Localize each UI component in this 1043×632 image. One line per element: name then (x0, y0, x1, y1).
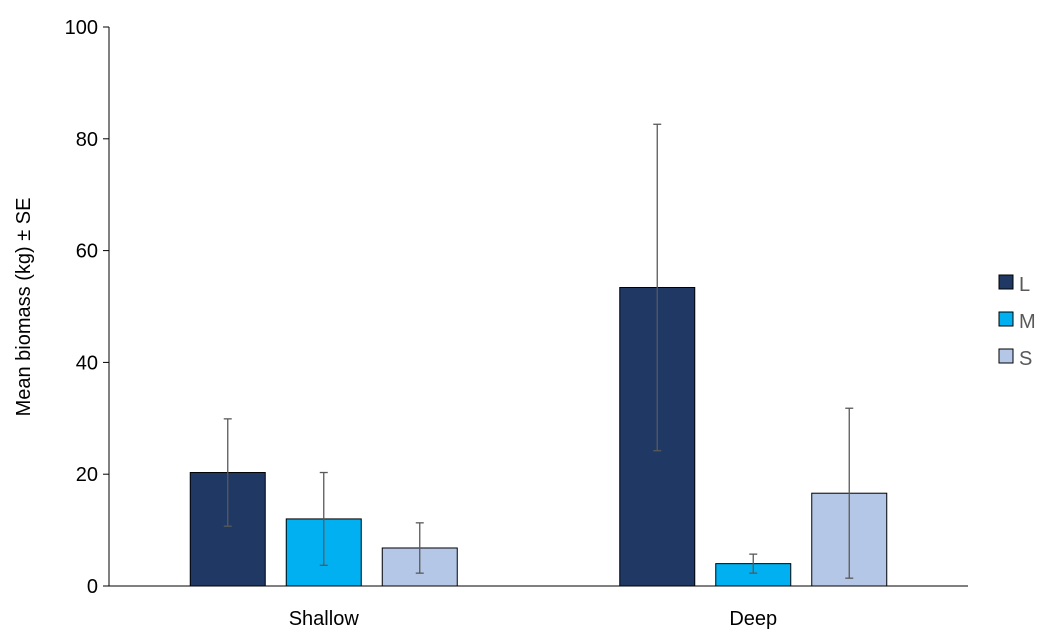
x-category-label: Shallow (289, 608, 360, 630)
legend-label: M (1019, 311, 1036, 333)
legend: LMS (998, 274, 1036, 370)
y-axis-title: Mean biomass (kg) ± SE (13, 198, 35, 417)
y-tick-label: 80 (76, 129, 98, 151)
y-axis-ticks: 0 20 40 60 80 100 (65, 17, 109, 598)
legend-item-m: M (998, 311, 1036, 333)
legend-swatch (998, 311, 1014, 327)
legend-item-l: L (998, 274, 1030, 296)
error-bar-S-shallow (415, 522, 424, 574)
legend-label: L (1019, 274, 1030, 296)
x-category-label: Deep (729, 608, 777, 630)
y-tick-label: 40 (76, 352, 98, 374)
error-bar-L-shallow (223, 418, 232, 527)
y-tick-label: 0 (87, 576, 98, 598)
error-bar-S-deep (845, 407, 854, 579)
y-tick-label: 100 (65, 17, 98, 39)
legend-swatch (998, 348, 1014, 364)
y-tick-label: 20 (76, 464, 98, 486)
error-bar-M-deep (749, 553, 758, 574)
error-bar-M-shallow (319, 471, 328, 566)
legend-swatch (998, 274, 1014, 290)
legend-item-s: S (998, 348, 1032, 370)
x-axis-labels: Shallow Deep (289, 608, 777, 630)
error-bars (223, 123, 854, 579)
legend-label: S (1019, 348, 1032, 370)
y-tick-label: 60 (76, 241, 98, 263)
error-bar-L-deep (653, 123, 662, 452)
